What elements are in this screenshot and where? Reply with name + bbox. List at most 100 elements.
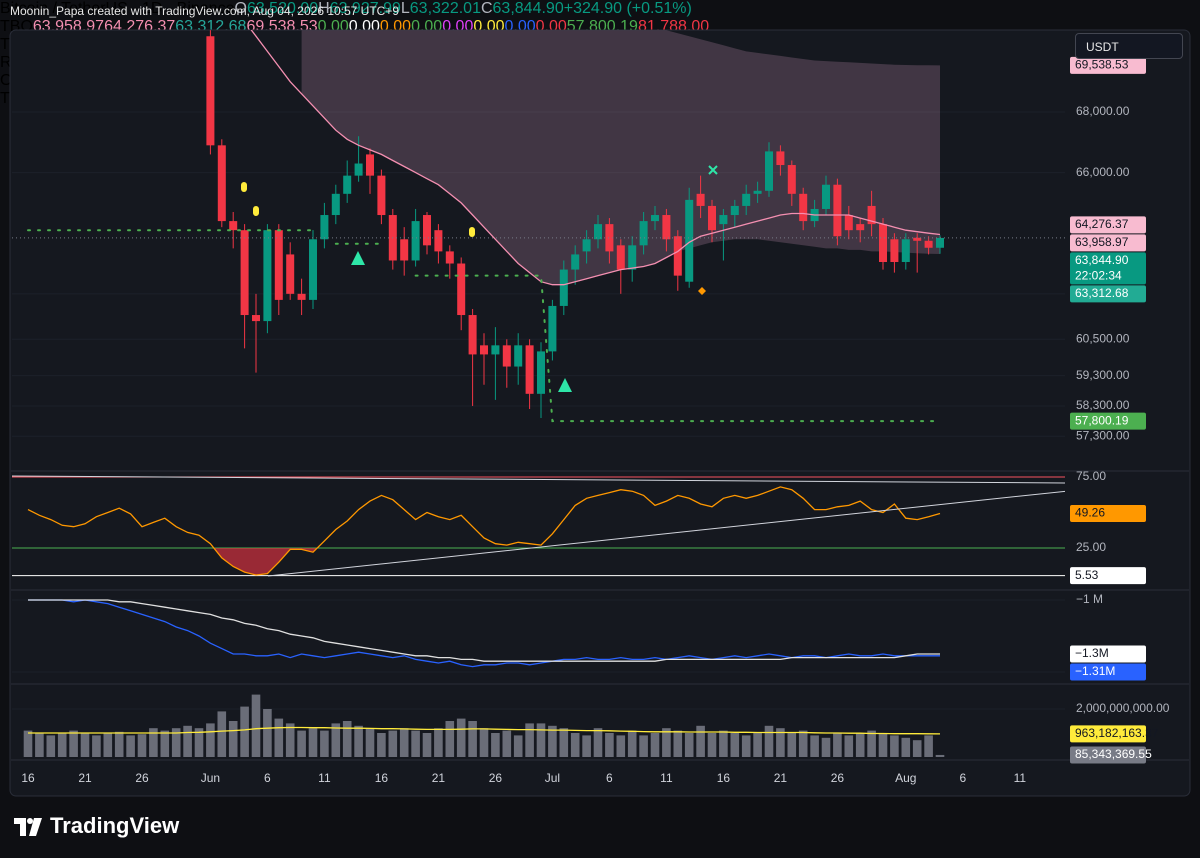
candle-body	[457, 263, 466, 316]
bar	[559, 728, 569, 757]
bar	[730, 733, 740, 757]
bar	[513, 735, 523, 757]
candle-body	[628, 245, 637, 270]
x-tick-label: 11	[318, 771, 331, 785]
bar	[821, 737, 831, 757]
legend-row: Bitcoin / TetherUS · 1D · BinanceO63,520…	[0, 0, 1200, 18]
bar	[548, 725, 557, 757]
x-tick-label: 16	[21, 771, 35, 785]
bar	[183, 725, 192, 757]
candle-body	[936, 237, 944, 248]
candle-body	[651, 215, 659, 222]
x-tick-label: 6	[264, 771, 271, 785]
bar	[810, 735, 819, 757]
bar	[69, 730, 78, 757]
candle-body	[309, 239, 317, 300]
bar	[46, 735, 56, 757]
x-tick-label: 16	[375, 771, 389, 785]
bar	[342, 721, 352, 757]
bar	[479, 728, 489, 757]
candle-body	[673, 236, 682, 276]
bar	[867, 730, 876, 757]
legend-value: L	[400, 0, 410, 17]
bar	[320, 730, 329, 757]
bar	[878, 733, 888, 757]
y-tick-label: 25.00	[1076, 540, 1106, 554]
legend-value: 63,322.01	[409, 0, 481, 17]
bar	[662, 728, 671, 757]
bar	[605, 733, 614, 757]
price-tag	[1070, 725, 1146, 743]
bar	[240, 706, 249, 757]
bar	[274, 718, 284, 757]
price-tag-label: 85,343,369.55	[1075, 747, 1152, 761]
layers: 68,000.0066,000.0062,000.0060,500.0059,3…	[12, 30, 1170, 785]
price-tag	[1070, 56, 1146, 74]
candle-body	[548, 305, 557, 352]
bar	[399, 728, 409, 757]
bar	[80, 733, 90, 757]
cloud	[301, 30, 941, 285]
bar	[171, 728, 181, 757]
bar	[764, 725, 774, 757]
bar	[787, 733, 797, 757]
currency-button[interactable]: USDT	[1075, 33, 1183, 59]
candle-body	[514, 345, 523, 367]
x-tick-label: 6	[959, 771, 966, 785]
pane	[12, 30, 1065, 437]
price-tag-label: 63,844.90	[1075, 253, 1129, 267]
bar	[365, 728, 375, 757]
legend-value: H	[318, 0, 330, 17]
bar	[935, 754, 945, 757]
candle-body	[217, 145, 226, 222]
trendline	[267, 490, 1065, 577]
bar	[411, 730, 420, 757]
price-tag-label: 5.53	[1075, 568, 1099, 582]
candle-body	[537, 351, 545, 394]
bar	[696, 725, 705, 757]
legend-title: Bitcoin / TetherUS · 1D · Binance	[0, 0, 235, 17]
x-tick-label: Jul	[545, 771, 560, 785]
candle-body	[263, 230, 272, 322]
bar	[673, 730, 683, 757]
bar	[35, 733, 44, 757]
bar	[639, 735, 648, 757]
price-tag-label: 69,538.53	[1075, 58, 1129, 72]
bar	[57, 733, 67, 757]
bar	[354, 725, 363, 757]
price-tag	[1070, 505, 1146, 523]
legend-value: C	[480, 0, 493, 17]
brand: TradingView	[50, 813, 180, 838]
bar	[536, 723, 546, 757]
price-tag	[1070, 645, 1146, 663]
bar	[92, 735, 101, 757]
y-tick-label: 68,000.00	[1076, 104, 1130, 118]
candle-body	[594, 224, 602, 240]
candle-body	[890, 239, 899, 262]
bar	[263, 709, 272, 757]
candle-body	[901, 239, 910, 262]
legend-value: 63,520.00	[246, 0, 319, 17]
bar	[570, 733, 580, 757]
logo-mark	[14, 818, 26, 836]
candle-body	[400, 239, 409, 261]
series-line	[28, 726, 941, 735]
price-tag	[1070, 252, 1146, 285]
buy-signal	[351, 251, 365, 265]
bar	[593, 728, 603, 757]
bar	[422, 733, 432, 757]
bar	[285, 723, 295, 757]
candle-body	[480, 345, 488, 355]
candle-body	[320, 215, 329, 240]
bar	[149, 728, 158, 757]
candle-body	[799, 193, 808, 222]
price-tag	[1070, 663, 1146, 681]
candle-body	[331, 193, 340, 216]
candle-body	[833, 184, 842, 237]
candle-body	[708, 205, 716, 231]
bar	[776, 728, 785, 757]
candle-body	[423, 215, 431, 246]
candle-body	[229, 221, 238, 231]
signal-diamond	[698, 287, 706, 295]
